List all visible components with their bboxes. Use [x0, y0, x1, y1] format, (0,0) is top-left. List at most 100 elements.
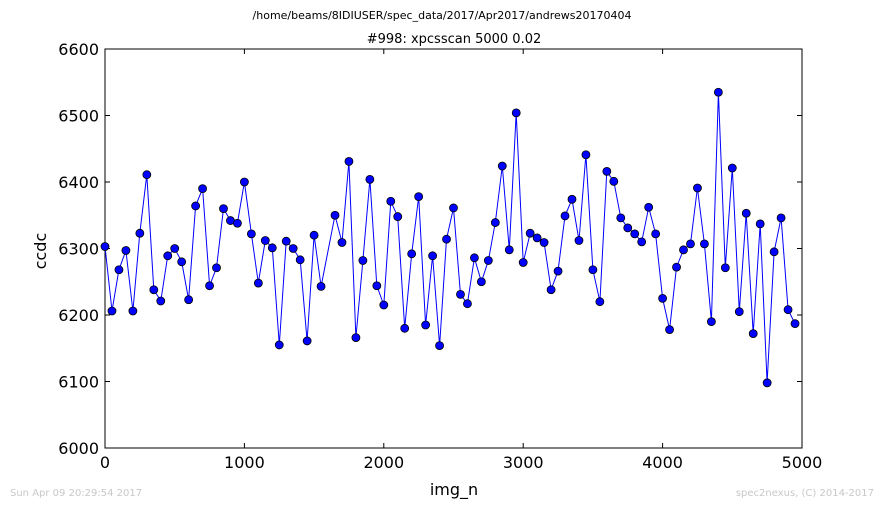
data-point-35 — [351, 333, 361, 343]
y-tick-label-6: 6600 — [58, 40, 99, 59]
data-point-3 — [121, 246, 131, 255]
data-point-68 — [581, 150, 591, 160]
data-point-84 — [693, 183, 702, 193]
data-point-92 — [748, 329, 758, 339]
y-tick-label-0: 6000 — [58, 439, 99, 458]
data-point-79 — [658, 293, 667, 303]
data-point-87 — [713, 87, 723, 97]
data-point-23 — [260, 236, 270, 245]
data-point-53 — [476, 277, 486, 287]
data-point-78 — [651, 229, 661, 239]
data-point-57 — [504, 245, 514, 255]
data-point-76 — [637, 237, 647, 247]
data-point-25 — [274, 340, 284, 350]
data-point-93 — [755, 219, 765, 229]
data-point-54 — [483, 256, 493, 265]
data-point-82 — [679, 245, 688, 255]
x-tick-label-2: 2000 — [363, 453, 404, 472]
x-tick-label-1: 1000 — [224, 453, 265, 472]
data-point-24 — [267, 243, 277, 253]
data-point-58 — [511, 108, 521, 118]
data-point-12 — [184, 295, 194, 305]
data-point-28 — [295, 255, 305, 265]
data-point-48 — [442, 234, 451, 244]
data-point-86 — [706, 317, 716, 327]
data-point-71 — [602, 166, 612, 176]
data-point-46 — [428, 251, 437, 261]
plot-area: 0 1000 2000 3000 4000 5000 6000 6100 6200 6300 640… — [58, 40, 822, 472]
data-point-83 — [686, 239, 695, 249]
y-tick-label-4: 6400 — [58, 173, 99, 192]
y-axis-label: ccdc — [31, 233, 50, 270]
data-point-90 — [734, 307, 744, 317]
data-point-47 — [435, 341, 444, 350]
data-point-97 — [783, 305, 793, 315]
data-point-95 — [769, 247, 779, 257]
data-point-62 — [539, 238, 549, 247]
data-point-88 — [720, 263, 730, 273]
data-point-10 — [170, 244, 180, 253]
data-point-33 — [337, 238, 347, 247]
chart-title: #998: xpcsscan 5000 0.02 — [367, 32, 542, 47]
data-point-51 — [463, 299, 472, 309]
data-point-26 — [281, 236, 291, 246]
data-point-19 — [233, 218, 242, 228]
data-point-8 — [156, 296, 166, 306]
y-tick-label-3: 6300 — [58, 240, 99, 259]
x-axis-label: img_n — [430, 480, 478, 500]
data-point-52 — [470, 253, 479, 263]
data-point-55 — [490, 218, 500, 227]
x-tick-label-5: 5000 — [782, 453, 823, 472]
data-point-27 — [288, 244, 298, 253]
plot-frame — [104, 48, 803, 449]
data-point-11 — [177, 257, 187, 267]
data-point-69 — [588, 265, 598, 275]
data-point-61 — [532, 233, 542, 243]
data-point-20 — [239, 177, 249, 187]
data-point-64 — [553, 266, 563, 276]
data-point-56 — [497, 161, 507, 171]
data-point-16 — [212, 263, 221, 273]
data-point-31 — [316, 282, 326, 291]
data-point-59 — [518, 258, 528, 267]
data-point-1 — [107, 306, 117, 316]
data-point-65 — [560, 211, 570, 221]
data-point-70 — [595, 297, 605, 307]
data-point-89 — [727, 163, 737, 173]
y-tick-label-5: 6500 — [58, 107, 99, 126]
data-point-98 — [790, 319, 800, 329]
data-point-45 — [421, 320, 431, 330]
y-tick-label-1: 6100 — [58, 373, 99, 392]
data-point-42 — [400, 323, 410, 333]
data-point-85 — [700, 239, 709, 249]
footer-timestamp: Sun Apr 09 20:29:54 2017 — [10, 488, 143, 499]
data-point-5 — [135, 228, 145, 238]
data-point-77 — [644, 202, 654, 212]
data-point-21 — [246, 229, 256, 239]
data-point-7 — [149, 285, 159, 295]
data-point-72 — [609, 176, 619, 186]
data-point-36 — [358, 256, 368, 265]
data-point-73 — [616, 213, 626, 223]
chart-suptitle: /home/beams/8IDIUSER/spec_data/2017/Apr2… — [253, 9, 632, 22]
data-point-9 — [163, 251, 173, 261]
data-point-2 — [114, 265, 124, 275]
data-point-44 — [414, 192, 424, 202]
data-point-29 — [302, 336, 312, 346]
data-point-17 — [219, 204, 228, 214]
y-tick-label-2: 6200 — [58, 306, 99, 325]
data-point-39 — [379, 300, 389, 310]
data-point-41 — [393, 212, 403, 221]
data-point-14 — [198, 184, 207, 194]
data-point-96 — [776, 213, 786, 223]
data-point-13 — [191, 201, 201, 211]
data-point-32 — [330, 210, 340, 220]
data-point-34 — [344, 156, 354, 166]
data-point-66 — [567, 194, 577, 204]
data-point-40 — [386, 196, 396, 206]
data-point-43 — [407, 249, 417, 259]
data-point-81 — [672, 262, 681, 272]
data-point-94 — [762, 378, 772, 388]
x-tick-label-4: 4000 — [642, 453, 683, 472]
